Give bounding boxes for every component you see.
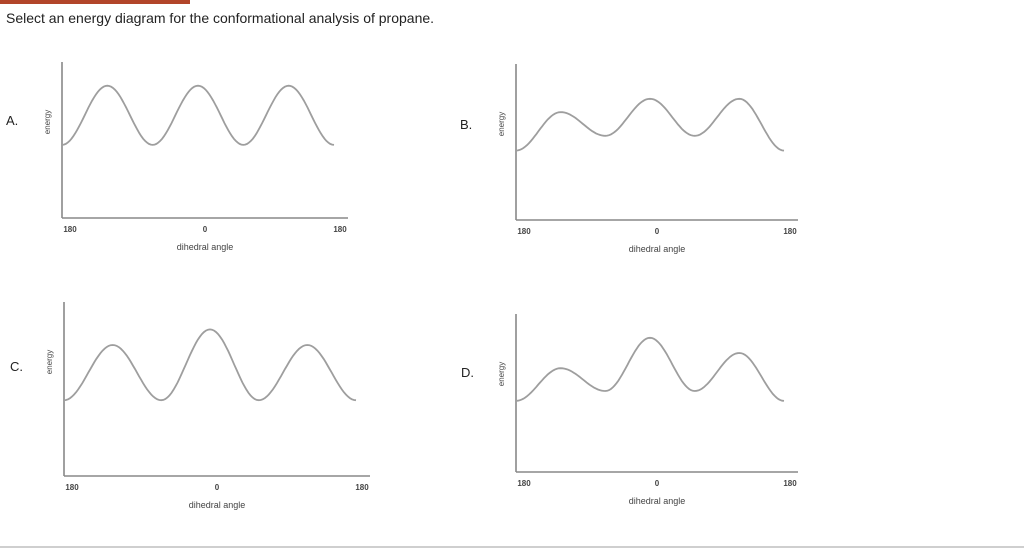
x-tick-label: 180: [783, 227, 797, 236]
x-tick-label: 0: [655, 479, 660, 488]
energy-curve: [515, 336, 785, 402]
y-axis-label: energy: [497, 362, 506, 386]
x-tick-label: 180: [355, 483, 369, 492]
chart-svg-a: 180 0 180 dihedral angle energy: [43, 62, 348, 252]
x-tick-label: 0: [203, 225, 208, 234]
x-tick-label: 180: [333, 225, 347, 234]
x-axis-label: dihedral angle: [189, 500, 246, 510]
option-c-label[interactable]: C.: [10, 359, 23, 374]
x-tick-label: 180: [63, 225, 77, 234]
option-d-label[interactable]: D.: [461, 365, 474, 380]
x-axis-label: dihedral angle: [629, 496, 686, 506]
energy-curve: [61, 84, 335, 146]
x-tick-label: 0: [215, 483, 220, 492]
x-tick-label: 180: [783, 479, 797, 488]
energy-diagram-d[interactable]: 180 0 180 dihedral angle energy: [496, 310, 811, 510]
y-axis-label: energy: [43, 110, 52, 134]
chart-svg-d: 180 0 180 dihedral angle energy: [497, 314, 798, 506]
x-tick-label: 180: [65, 483, 79, 492]
question-text: Select an energy diagram for the conform…: [6, 10, 435, 26]
option-a-label[interactable]: A.: [6, 113, 19, 128]
header-strip: [0, 0, 190, 4]
energy-diagram-a[interactable]: 180 0 180 dihedral angle energy: [40, 58, 360, 258]
energy-diagram-c[interactable]: 180 0 180 dihedral angle energy: [40, 298, 380, 513]
bottom-divider: [0, 546, 1024, 548]
x-tick-label: 0: [655, 227, 660, 236]
energy-diagram-b[interactable]: 180 0 180 dihedral angle energy: [496, 60, 811, 255]
chart-svg-b: 180 0 180 dihedral angle energy: [497, 64, 798, 254]
chart-svg-c: 180 0 180 dihedral angle energy: [45, 302, 370, 510]
y-axis-label: energy: [45, 350, 54, 374]
y-axis-label: energy: [497, 112, 506, 136]
x-axis-label: dihedral angle: [177, 242, 234, 252]
x-tick-label: 180: [517, 479, 531, 488]
x-axis-label: dihedral angle: [629, 244, 686, 254]
energy-curve: [515, 97, 785, 152]
option-b-label[interactable]: B.: [460, 117, 473, 132]
x-tick-label: 180: [517, 227, 531, 236]
energy-curve: [63, 328, 357, 402]
